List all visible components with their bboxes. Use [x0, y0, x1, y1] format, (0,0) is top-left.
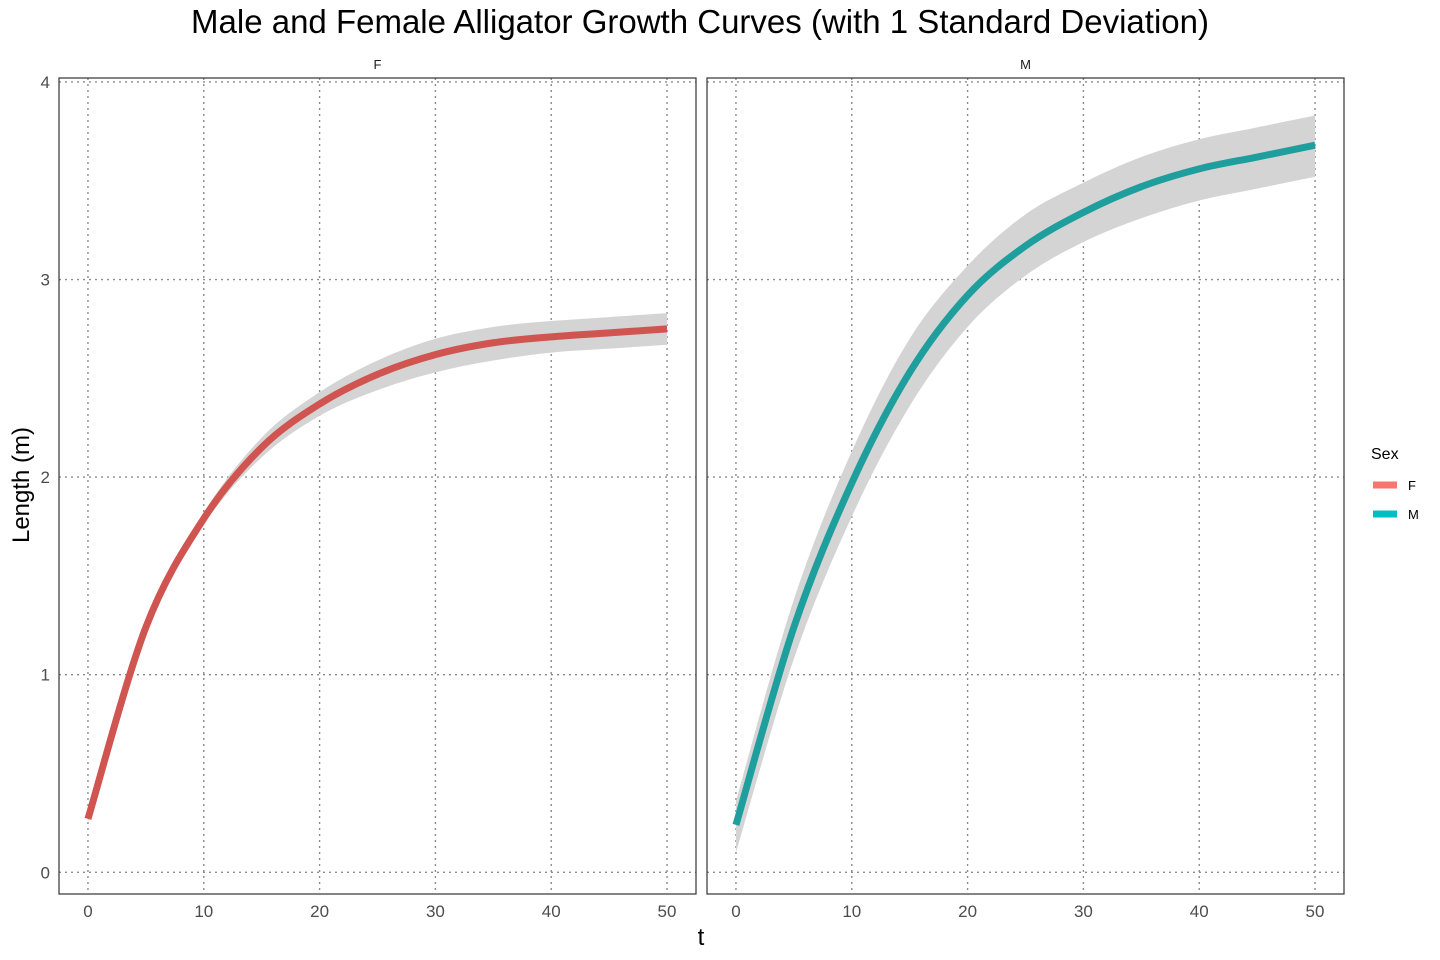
- x-tick-label: 40: [1190, 902, 1209, 921]
- y-tick-label: 4: [41, 73, 50, 92]
- x-tick-label: 30: [1074, 902, 1093, 921]
- x-tick-label: 10: [194, 902, 213, 921]
- y-tick-label: 0: [41, 863, 50, 882]
- growth-curve-m: [732, 141, 1316, 826]
- panel-border: [706, 77, 1345, 895]
- legend-title: Sex: [1371, 446, 1399, 463]
- facet-panels: F 0 10 20 30 40 50 0 1 2 3 4 M 0 10 20 30 40 50: [41, 57, 1345, 921]
- y-axis-title: Length (m): [8, 427, 35, 543]
- x-axis-title: t: [698, 924, 705, 951]
- legend-label-m: M: [1408, 507, 1419, 522]
- y-tick-label: 2: [41, 468, 50, 487]
- x-tick-label: 20: [310, 902, 329, 921]
- x-tick-label: 50: [658, 902, 677, 921]
- panel-f: F 0 10 20 30 40 50 0 1 2 3 4: [41, 57, 697, 921]
- legend: Sex F M: [1371, 446, 1419, 522]
- sd-ribbon-m: [735, 115, 1316, 853]
- x-tick-label: 0: [83, 902, 92, 921]
- panel-border: [58, 77, 697, 895]
- chart-title: Male and Female Alligator Growth Curves …: [191, 3, 1209, 40]
- y-tick-label: 1: [41, 666, 50, 685]
- facet-strip-label: M: [1020, 57, 1031, 72]
- x-tick-label: 30: [426, 902, 445, 921]
- y-tick-label: 3: [41, 271, 50, 290]
- x-tick-label: 10: [842, 902, 861, 921]
- panel-m: M 0 10 20 30 40 50: [706, 57, 1345, 921]
- x-tick-label: 50: [1306, 902, 1325, 921]
- x-tick-label: 0: [731, 902, 740, 921]
- x-tick-label: 40: [542, 902, 561, 921]
- facet-strip-label: F: [374, 57, 382, 72]
- growth-curve-f: [84, 325, 668, 820]
- legend-label-f: F: [1408, 478, 1416, 493]
- x-tick-label: 20: [958, 902, 977, 921]
